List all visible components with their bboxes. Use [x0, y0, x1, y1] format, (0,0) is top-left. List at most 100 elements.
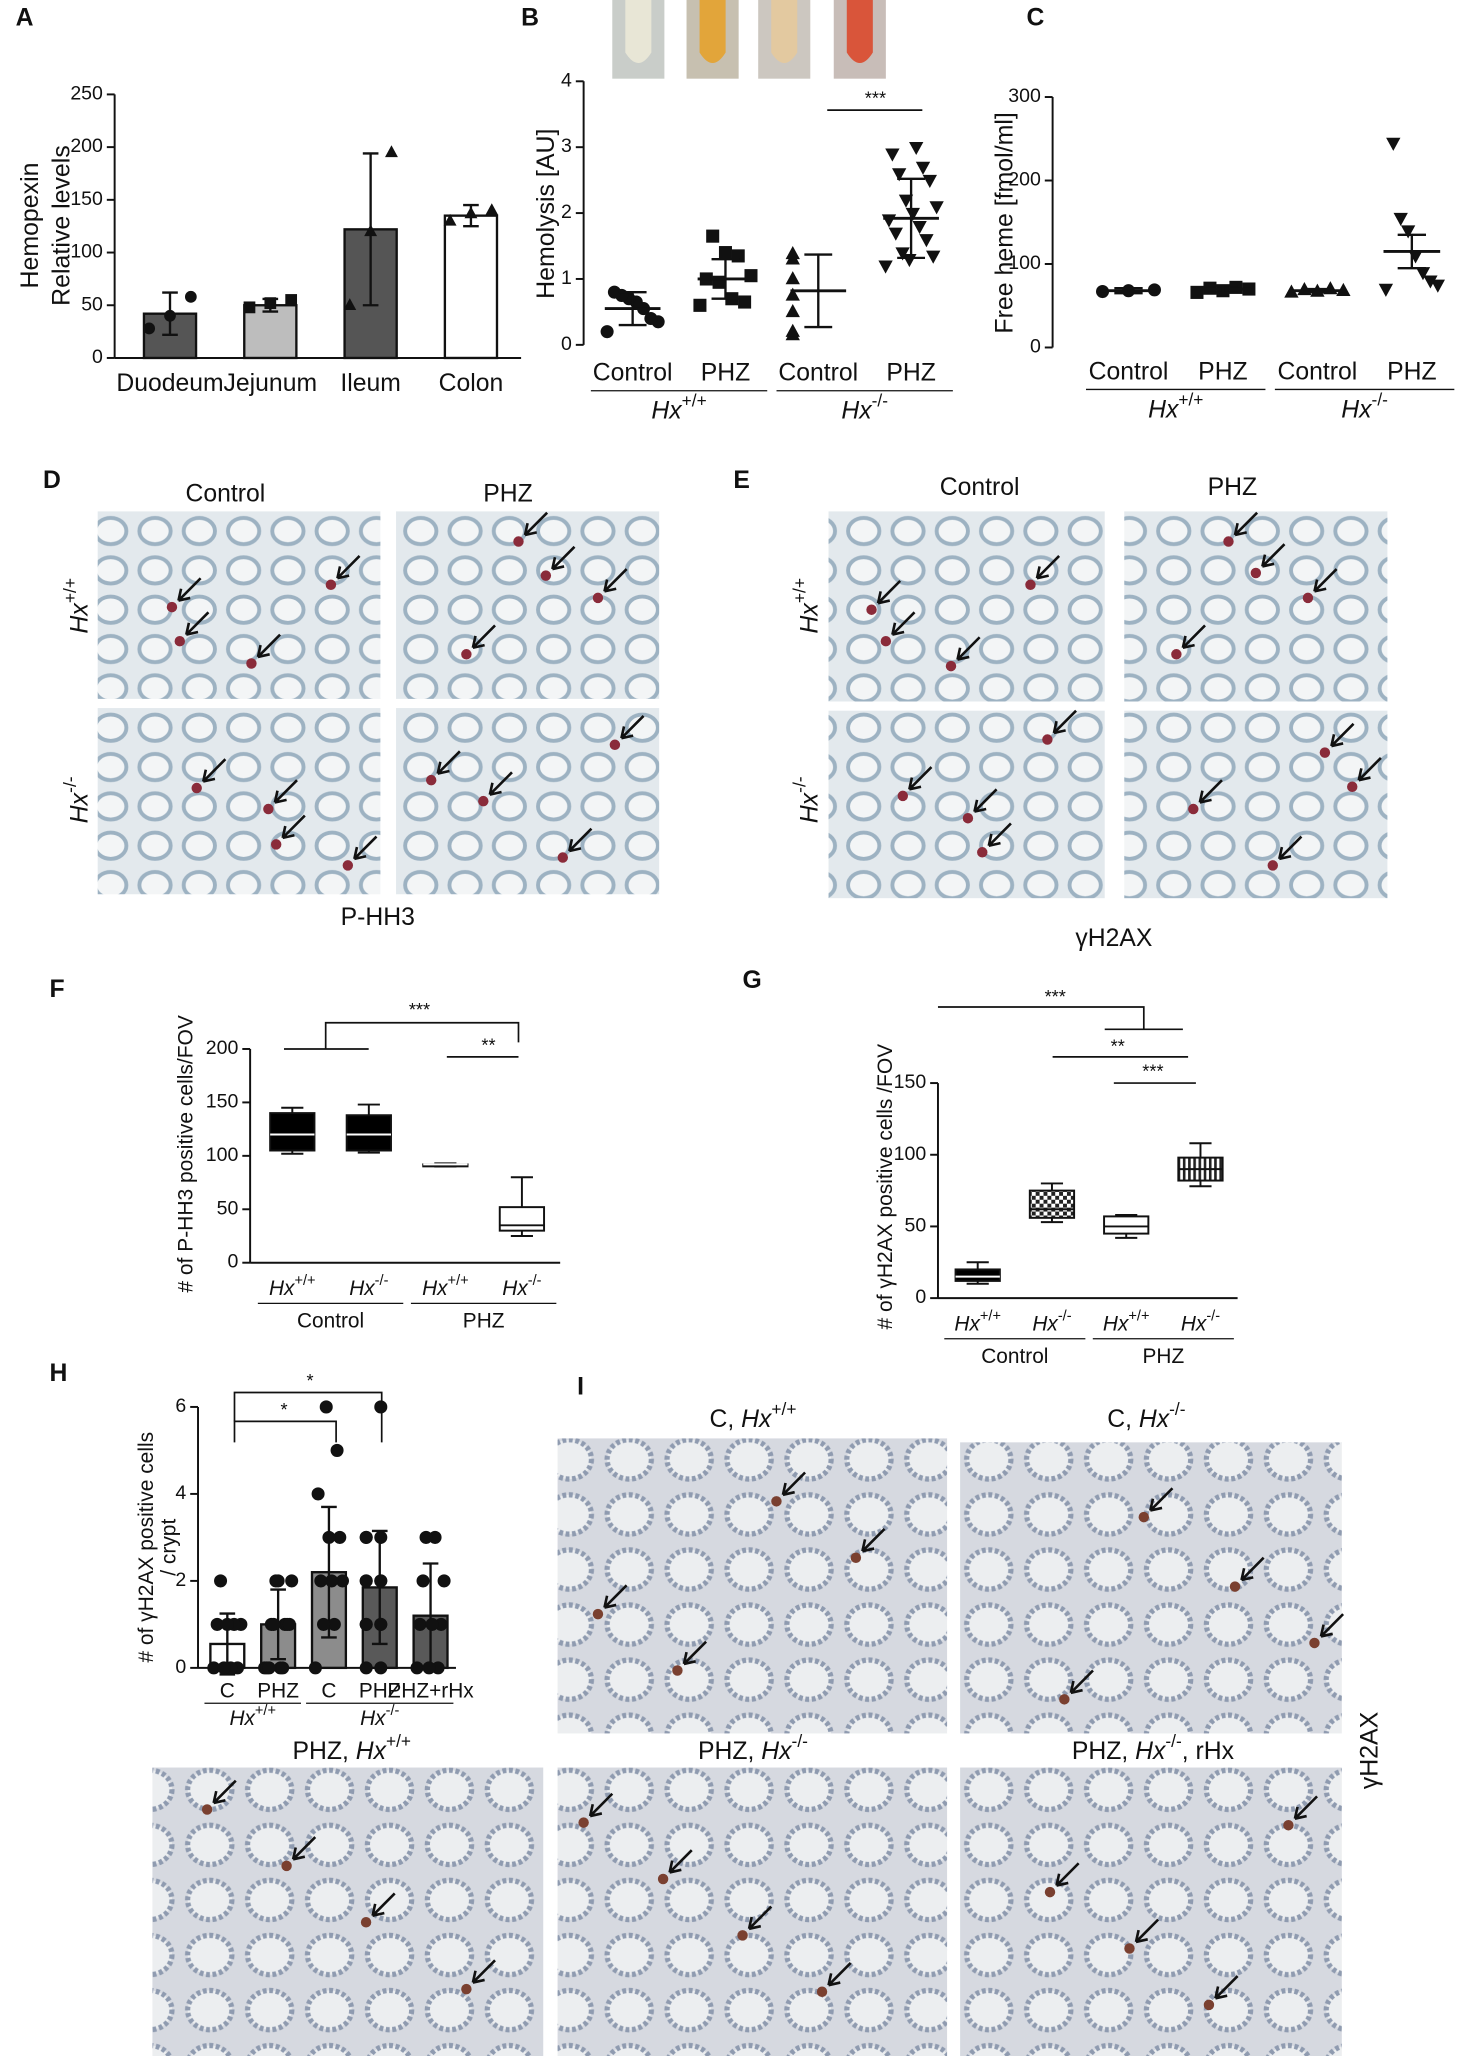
stained-cell	[945, 660, 957, 672]
stained-cell	[325, 579, 337, 591]
stained-cell	[1347, 781, 1358, 792]
y-tick-label: 1	[561, 267, 572, 289]
stained-cell	[592, 1608, 604, 1620]
row-title: Hx+/+	[789, 578, 823, 634]
point	[308, 1661, 322, 1675]
point	[425, 1617, 439, 1631]
tubes	[612, 0, 886, 79]
stained-cell	[1138, 1511, 1150, 1523]
point	[431, 1661, 445, 1675]
panel-label: G	[743, 966, 762, 993]
significance-label: ***	[409, 999, 430, 1020]
point	[922, 174, 937, 188]
stained-cell	[1319, 747, 1331, 758]
y-tick-label: 150	[894, 1071, 927, 1093]
micrograph-title: PHZ, Hx-/-, rHx	[1072, 1730, 1235, 1764]
stained-cell	[1188, 803, 1199, 815]
x-tick-label: Control	[593, 359, 673, 386]
arrow	[291, 1836, 317, 1861]
point	[271, 1574, 285, 1588]
y-tick-label: 2	[561, 201, 572, 223]
significance-bracket	[283, 1021, 520, 1050]
arrow	[827, 1961, 852, 1987]
y-tick-label: 0	[92, 346, 103, 368]
micrograph-title: C, Hx-/-	[1107, 1399, 1185, 1433]
point	[416, 1574, 430, 1588]
significance-label: ***	[1142, 1060, 1163, 1081]
y-tick-label: 0	[1030, 336, 1041, 358]
micrograph	[97, 511, 381, 699]
group-label: PHZ	[1143, 1345, 1185, 1368]
side-label: γH2AX	[1356, 1711, 1383, 1789]
group-label: Control	[981, 1345, 1048, 1368]
stained-cell	[263, 803, 274, 815]
point	[785, 271, 800, 285]
stained-cell	[174, 635, 185, 647]
point	[317, 1617, 331, 1631]
significance-label: *	[307, 1370, 314, 1391]
micrograph	[1124, 511, 1388, 702]
stained-cell	[1044, 1886, 1056, 1898]
point	[364, 224, 378, 237]
point	[1415, 267, 1431, 281]
micrograph-title: PHZ, Hx+/+	[292, 1730, 411, 1764]
arrow	[1181, 624, 1206, 650]
x-tick-label: Hx-/-	[1032, 1308, 1071, 1335]
y-axis-label: # of γH2AX positive cells	[135, 1432, 158, 1663]
point	[905, 207, 920, 221]
row-title: Hx-/-	[59, 776, 93, 823]
x-tick-label: Hx-/-	[349, 1273, 388, 1300]
micrograph	[396, 511, 660, 699]
point	[325, 1574, 339, 1588]
point	[785, 323, 800, 337]
significance-label: *	[280, 1399, 287, 1420]
stained-cell	[609, 739, 621, 751]
significance-bracket	[937, 1006, 1183, 1031]
arrow	[973, 788, 998, 813]
arrow	[747, 1905, 773, 1931]
y-tick-label: 2	[175, 1569, 186, 1591]
stained-cell	[977, 847, 988, 858]
stained-cell	[737, 1930, 748, 1941]
arrow	[1035, 555, 1061, 580]
x-tick-label: Jejunum	[224, 370, 318, 397]
point	[888, 227, 903, 241]
panel-caption: γH2AX	[1075, 924, 1152, 951]
y-tick-label: 200	[70, 135, 103, 157]
arrow	[1198, 779, 1223, 804]
point	[319, 1400, 333, 1414]
point	[1386, 137, 1401, 151]
y-tick-label: 100	[1008, 252, 1041, 274]
y-tick-label: 200	[1008, 169, 1041, 191]
micrograph-title: PHZ, Hx-/-	[698, 1730, 808, 1764]
stained-cell	[1171, 649, 1182, 660]
box	[1028, 1189, 1076, 1219]
y-tick-label: 150	[206, 1091, 239, 1113]
row-title: Hx+/+	[59, 578, 93, 634]
point	[929, 201, 944, 215]
point	[207, 1661, 221, 1675]
point	[264, 297, 277, 310]
micrograph	[960, 1442, 1342, 1734]
point	[285, 1574, 299, 1588]
significance-label: **	[481, 1034, 495, 1055]
arrow	[603, 1584, 628, 1609]
micrograph	[828, 710, 1105, 899]
point	[693, 298, 707, 312]
point	[210, 1617, 224, 1631]
group-label: Hx-/-	[360, 1703, 399, 1730]
point	[919, 234, 934, 248]
x-tick-label: Hx+/+	[269, 1273, 316, 1300]
point	[267, 1617, 281, 1631]
error-bar	[618, 290, 647, 327]
x-tick-label: Hx+/+	[422, 1273, 469, 1300]
bar	[443, 214, 499, 360]
box	[345, 1114, 392, 1152]
arrow	[1313, 568, 1338, 593]
x-tick-label: PHZ	[701, 359, 751, 386]
error-bar	[1397, 233, 1427, 270]
arrow	[471, 624, 496, 650]
point	[333, 1530, 347, 1544]
significance-label: **	[1111, 1035, 1125, 1056]
y-tick-label: 250	[70, 83, 103, 105]
